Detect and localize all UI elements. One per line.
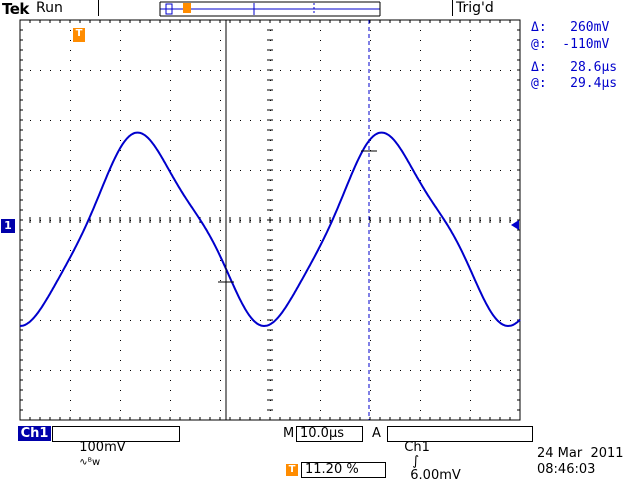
time-delta-readout: Δ: 28.6μs (531, 60, 618, 75)
voltage-delta-readout: Δ: 260mV (531, 20, 610, 35)
graticule-grid (20, 20, 520, 420)
header-divider (452, 0, 453, 16)
vertical-scale-box[interactable]: 100mV ∿ᴮw (52, 426, 180, 468)
ch1-waveform (19, 131, 521, 328)
record-trigger-marker (183, 3, 191, 13)
trigger-position-readout[interactable]: 11.20 % (301, 462, 386, 478)
trigger-settings-box[interactable]: Ch1 ∫ 6.00mV (387, 426, 533, 483)
trigger-source-prefix: A (372, 426, 381, 441)
trigger-slope-icon: ∫ (412, 454, 420, 469)
coupling-bandwidth-icon: ∿ᴮw (79, 457, 101, 468)
trigger-position-marker[interactable]: T (73, 28, 85, 42)
brand-logo: Tek (2, 0, 29, 18)
trigger-source: Ch1 (404, 440, 430, 455)
trigger-position-icon: T (286, 464, 298, 476)
trigger-level: 6.00mV (410, 468, 461, 483)
record-view-bar[interactable] (150, 0, 390, 18)
time-per-div[interactable]: 10.0μs (296, 426, 363, 442)
trigger-status: Trig'd (456, 0, 494, 16)
channel-badge[interactable]: Ch1 (18, 426, 51, 441)
acquisition-run-state: Run (36, 0, 63, 16)
time-display: 08:46:03 (537, 462, 596, 477)
trigger-level-marker (511, 220, 519, 230)
voltage-at-readout: @: -110mV (531, 37, 610, 52)
ch1-ground-marker[interactable]: 1 (1, 219, 15, 233)
volts-per-div: 100mV (79, 440, 126, 455)
date-display: 24 Mar 2011 (537, 446, 624, 461)
header-divider (98, 0, 99, 16)
timebase-prefix: M (283, 426, 295, 441)
time-at-readout: @: 29.4μs (531, 76, 618, 91)
